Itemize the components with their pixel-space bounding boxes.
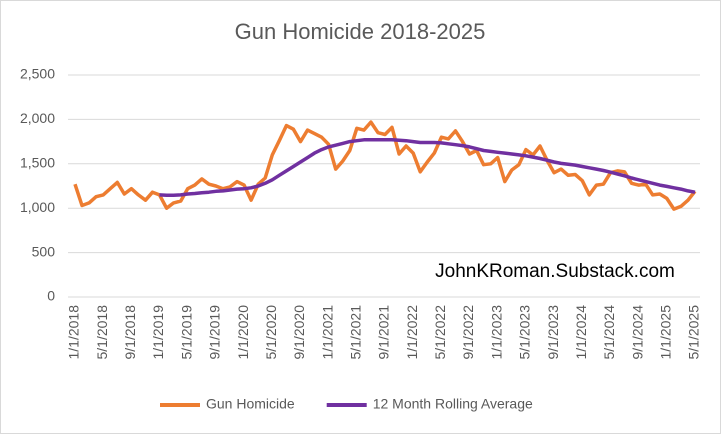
x-tick-label: 1/1/2025 (658, 305, 674, 360)
y-tick-label: 2,500 (20, 66, 55, 82)
y-tick-label: 500 (32, 243, 56, 259)
x-tick-label: 9/1/2019 (207, 305, 223, 360)
series-line (73, 120, 697, 211)
legend-label: Gun Homicide (206, 396, 295, 412)
y-tick-label: 0 (47, 288, 55, 304)
x-tick-label: 1/1/2023 (488, 305, 504, 360)
x-tick-label: 5/1/2023 (517, 305, 533, 360)
y-tick-label: 1,500 (20, 155, 55, 171)
x-tick-label: 5/1/2018 (94, 305, 110, 360)
x-tick-label: 5/1/2020 (263, 305, 279, 360)
x-tick-label: 9/1/2022 (460, 305, 476, 360)
x-tick-label: 1/1/2018 (66, 305, 82, 360)
x-tick-label: 9/1/2018 (122, 305, 138, 360)
x-tick-label: 1/1/2024 (573, 305, 589, 360)
legend-label: 12 Month Rolling Average (373, 396, 533, 412)
chart-title: Gun Homicide 2018-2025 (235, 19, 486, 44)
x-tick-label: 9/1/2021 (376, 305, 392, 360)
x-tick-label: 5/1/2024 (601, 305, 617, 360)
x-tick-label: 5/1/2019 (178, 305, 194, 360)
y-tick-label: 1,000 (20, 199, 55, 215)
x-tick-label: 5/1/2025 (686, 305, 702, 360)
x-tick-label: 1/1/2019 (150, 305, 166, 360)
x-tick-label: 9/1/2023 (545, 305, 561, 360)
x-tick-label: 1/1/2020 (235, 305, 251, 360)
x-tick-label: 9/1/2024 (629, 305, 645, 360)
x-tick-label: 5/1/2021 (348, 305, 364, 360)
y-tick-label: 2,000 (20, 110, 55, 126)
x-tick-label: 5/1/2022 (432, 305, 448, 360)
series-line (159, 138, 696, 198)
x-tick-label: 9/1/2020 (291, 305, 307, 360)
x-tick-label: 1/1/2022 (404, 305, 420, 360)
annotation: JohnKRoman.Substack.com (435, 261, 675, 282)
x-tick-label: 1/1/2021 (319, 305, 335, 360)
